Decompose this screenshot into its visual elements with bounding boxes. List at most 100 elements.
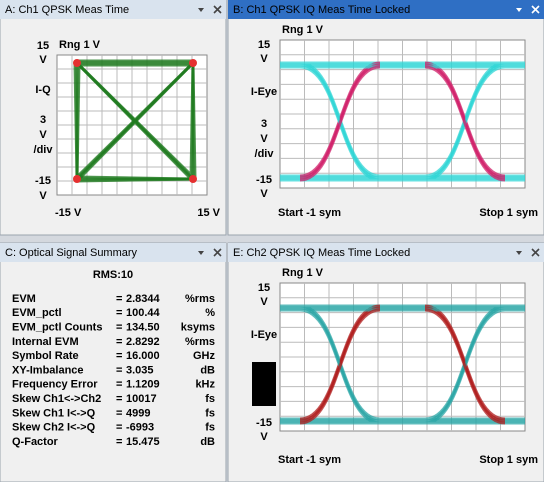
close-button[interactable] xyxy=(213,248,222,257)
metric-value: 16.000 xyxy=(126,350,160,362)
metric-unit: dB xyxy=(200,436,215,448)
metric-value: 100.44 xyxy=(126,307,161,319)
x-left-label: Start -1 sym xyxy=(278,454,341,466)
scale-unit: V xyxy=(39,129,47,141)
equals-sign: = xyxy=(116,393,122,405)
scale-unit: V xyxy=(260,133,268,145)
y-bottom-unit: V xyxy=(39,190,47,202)
metric-label: EVM_pctl Counts xyxy=(12,322,102,334)
close-button[interactable] xyxy=(531,5,540,14)
metric-unit: fs xyxy=(205,422,215,434)
constellation-point xyxy=(189,59,197,67)
metric-label: Frequency Error xyxy=(12,379,98,391)
pane-title: E: Ch2 QPSK IQ Meas Time Locked xyxy=(233,247,410,259)
range-label: Rng 1 V xyxy=(59,39,101,51)
eye-trace xyxy=(280,61,525,178)
metric-label: Symbol Rate xyxy=(12,350,79,362)
range-label: Rng 1 V xyxy=(282,24,324,36)
equals-sign: = xyxy=(116,350,122,362)
scale-unit: V xyxy=(260,376,268,388)
metric-unit: % xyxy=(205,307,215,319)
y-top-label: 15 xyxy=(37,40,49,52)
y-bottom-unit: V xyxy=(260,188,268,200)
scale-highlight xyxy=(252,362,276,406)
metric-value: 4999 xyxy=(126,407,150,419)
dropdown-button[interactable] xyxy=(198,251,204,255)
eye-trace xyxy=(299,308,506,425)
metric-value: 3.035 xyxy=(126,364,154,376)
metric-label: EVM_pctl xyxy=(12,307,62,319)
y-bottom-label: -15 xyxy=(256,417,272,429)
equals-sign: = xyxy=(116,307,122,319)
equals-sign: = xyxy=(116,407,122,419)
metric-unit: %rms xyxy=(185,293,215,305)
equals-sign: = xyxy=(116,422,122,434)
y-axis-label: I-Eye xyxy=(251,329,277,341)
metric-unit: dB xyxy=(200,364,215,376)
pane-title-bar xyxy=(0,243,226,262)
metric-unit: fs xyxy=(205,407,215,419)
y-bottom-unit: V xyxy=(260,431,268,443)
x-right-label: Stop 1 sym xyxy=(479,454,538,466)
y-top-unit: V xyxy=(260,296,268,308)
metric-label: Skew Ch1<->Ch2 xyxy=(12,393,101,405)
metric-unit: fs xyxy=(205,393,215,405)
metric-unit: kHz xyxy=(195,379,215,391)
eye-trace xyxy=(280,304,525,421)
scale-label: 3 xyxy=(261,361,267,373)
pane-title-bar xyxy=(0,0,226,19)
equals-sign: = xyxy=(116,364,122,376)
close-button[interactable] xyxy=(531,248,540,257)
metric-value: -6993 xyxy=(126,422,154,434)
x-left-label: -15 V xyxy=(55,207,82,219)
range-label: Rng 1 V xyxy=(282,267,324,279)
equals-sign: = xyxy=(116,322,122,334)
pane-title: C: Optical Signal Summary xyxy=(5,247,138,259)
dropdown-button[interactable] xyxy=(516,8,522,12)
metric-value: 2.8344 xyxy=(126,293,161,305)
scale-div: /div xyxy=(255,391,275,403)
close-button[interactable] xyxy=(213,5,222,14)
eye-trace xyxy=(299,65,506,182)
metric-value: 134.50 xyxy=(126,322,160,334)
y-top-unit: V xyxy=(260,53,268,65)
constellation-point xyxy=(73,59,81,67)
scale-label: 3 xyxy=(261,118,267,130)
pane-title: A: Ch1 QPSK Meas Time xyxy=(5,4,129,16)
metric-unit: GHz xyxy=(193,350,216,362)
scale-label: 3 xyxy=(40,114,46,126)
pane-title-bar xyxy=(228,0,544,19)
pane xyxy=(0,242,227,482)
metric-label: XY-Imbalance xyxy=(12,364,84,376)
x-right-label: 15 V xyxy=(197,207,220,219)
equals-sign: = xyxy=(116,293,122,305)
y-axis-label: I-Eye xyxy=(251,86,277,98)
summary-header: RMS:10 xyxy=(93,269,133,281)
dropdown-button[interactable] xyxy=(516,251,522,255)
metric-label: Q-Factor xyxy=(12,436,59,448)
eye-trace xyxy=(280,308,525,425)
metric-unit: ksyms xyxy=(181,322,215,334)
y-bottom-label: -15 xyxy=(35,175,51,187)
constellation-point xyxy=(189,175,197,183)
metric-value: 1.1209 xyxy=(126,379,160,391)
equals-sign: = xyxy=(116,336,122,348)
y-top-label: 15 xyxy=(258,282,270,294)
eye-trace xyxy=(280,63,525,180)
x-left-label: Start -1 sym xyxy=(278,207,341,219)
metric-label: Internal EVM xyxy=(12,336,79,348)
pane-title: B: Ch1 QPSK IQ Meas Time Locked xyxy=(233,4,410,16)
constellation-point xyxy=(73,175,81,183)
y-top-unit: V xyxy=(39,54,47,66)
x-right-label: Stop 1 sym xyxy=(479,207,538,219)
scale-div: /div xyxy=(34,144,54,156)
eye-trace xyxy=(280,65,525,182)
eye-trace xyxy=(280,306,525,423)
scale-div: /div xyxy=(255,148,275,160)
dropdown-button[interactable] xyxy=(198,8,204,12)
metric-value: 15.475 xyxy=(126,436,160,448)
equals-sign: = xyxy=(116,436,122,448)
metric-label: Skew Ch1 I<->Q xyxy=(12,407,96,419)
